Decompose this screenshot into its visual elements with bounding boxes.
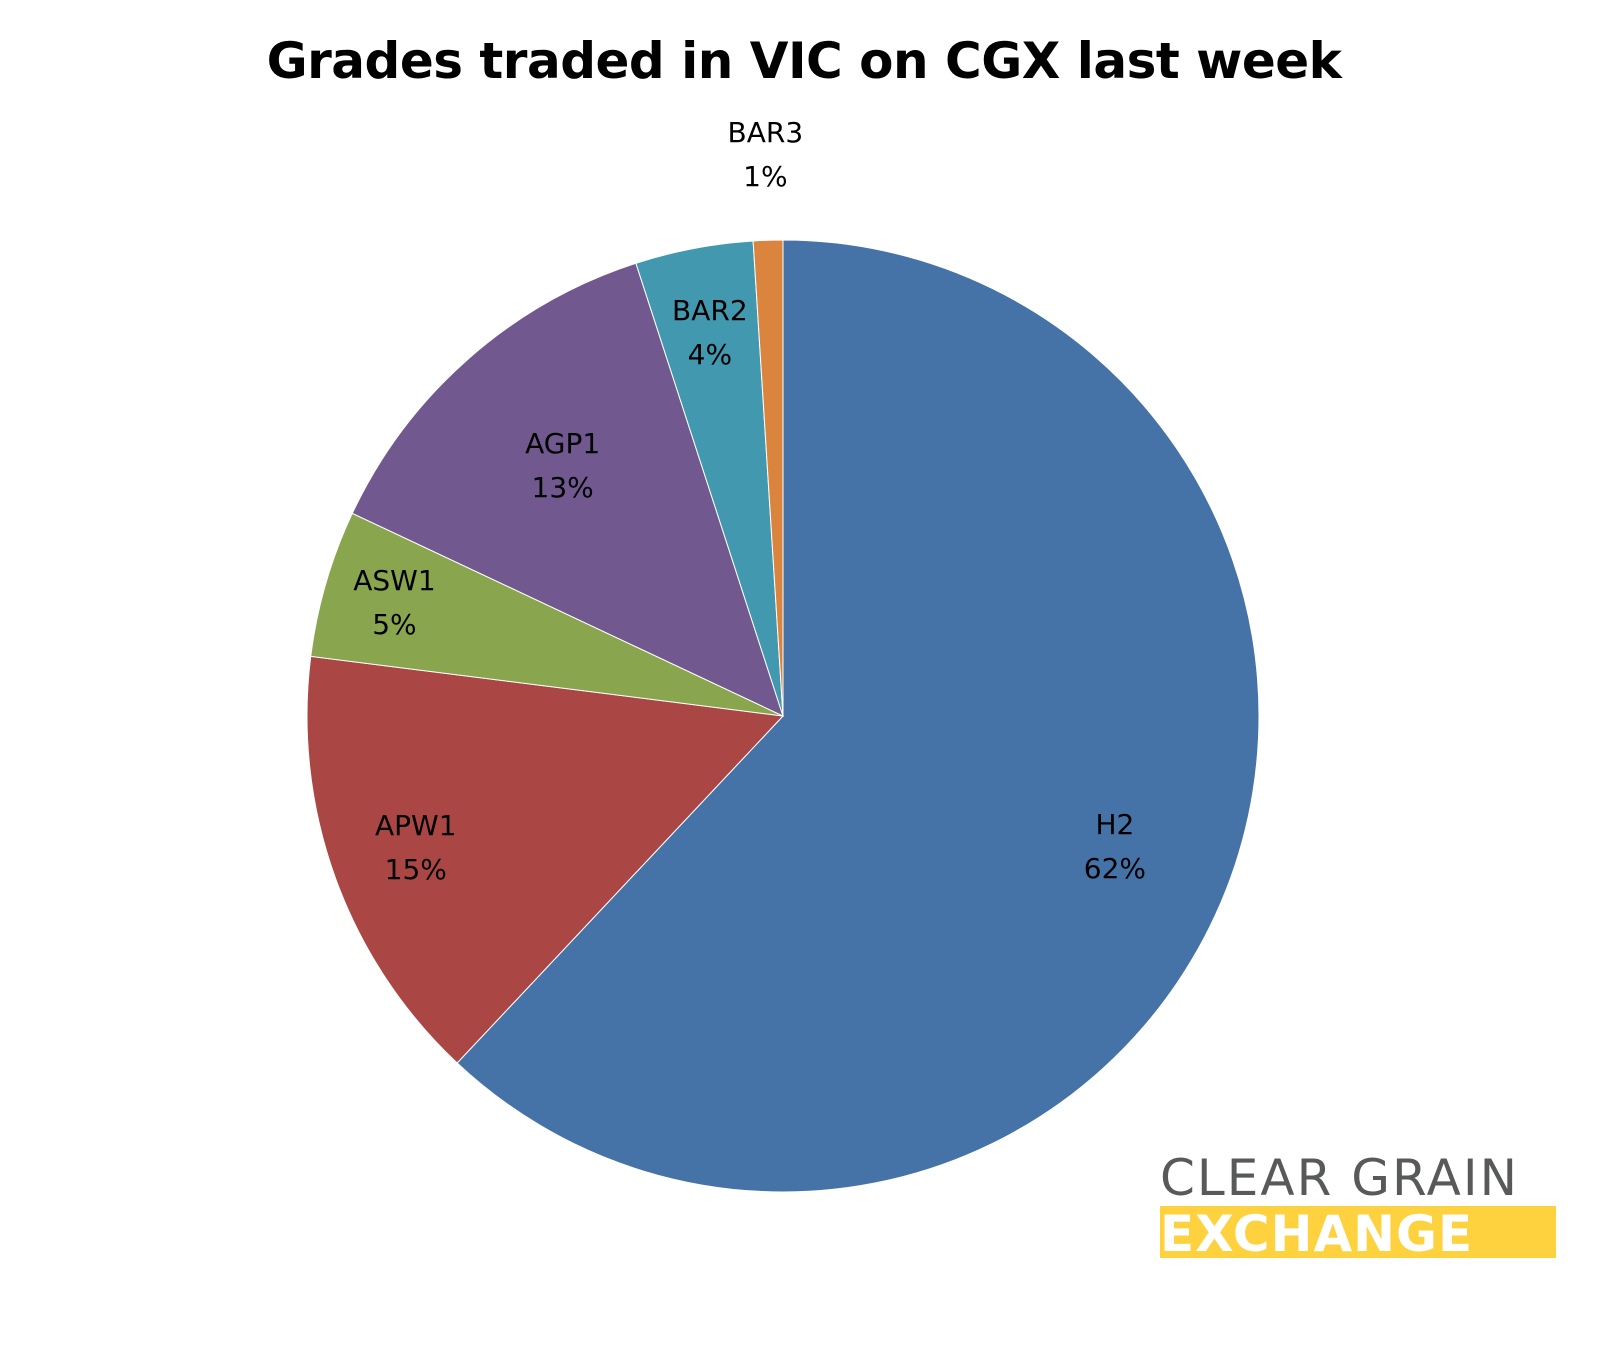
chart-title: Grades traded in VIC on CGX last week bbox=[266, 32, 1342, 90]
slice-category: H2 bbox=[1095, 808, 1135, 842]
pie-slice-h2 bbox=[456, 239, 1260, 1193]
slice-category: ASW1 bbox=[353, 564, 436, 598]
pie-slice-bar3 bbox=[752, 239, 784, 717]
pie-slice-apw1 bbox=[306, 655, 785, 1064]
slice-percent: 1% bbox=[743, 159, 788, 193]
slice-percent: 5% bbox=[372, 608, 417, 642]
data-label-bar3: BAR3 1% bbox=[728, 111, 804, 199]
clear-grain-exchange-logo: CLEAR GRAIN EXCHANGE bbox=[1160, 1150, 1556, 1258]
data-label-bar2: BAR2 4% bbox=[672, 289, 748, 377]
slice-category: BAR2 bbox=[672, 293, 748, 327]
data-label-h2: H2 62% bbox=[1084, 803, 1146, 891]
pie-slice-asw1 bbox=[310, 512, 784, 717]
logo-line2: EXCHANGE bbox=[1160, 1206, 1556, 1258]
slice-percent: 62% bbox=[1083, 852, 1147, 886]
data-label-asw1: ASW1 5% bbox=[353, 559, 435, 647]
data-label-apw1: APW1 15% bbox=[375, 804, 457, 892]
slice-percent: 15% bbox=[384, 853, 447, 887]
slice-category: AGP1 bbox=[525, 427, 601, 461]
data-label-agp1: AGP1 13% bbox=[525, 422, 600, 510]
pie-slice-agp1 bbox=[351, 262, 784, 717]
slice-percent: 13% bbox=[531, 471, 594, 505]
slice-percent: 4% bbox=[687, 337, 733, 371]
logo-line1: CLEAR GRAIN bbox=[1160, 1149, 1520, 1207]
slice-category: BAR3 bbox=[727, 115, 804, 149]
slice-category: APW1 bbox=[374, 809, 457, 843]
